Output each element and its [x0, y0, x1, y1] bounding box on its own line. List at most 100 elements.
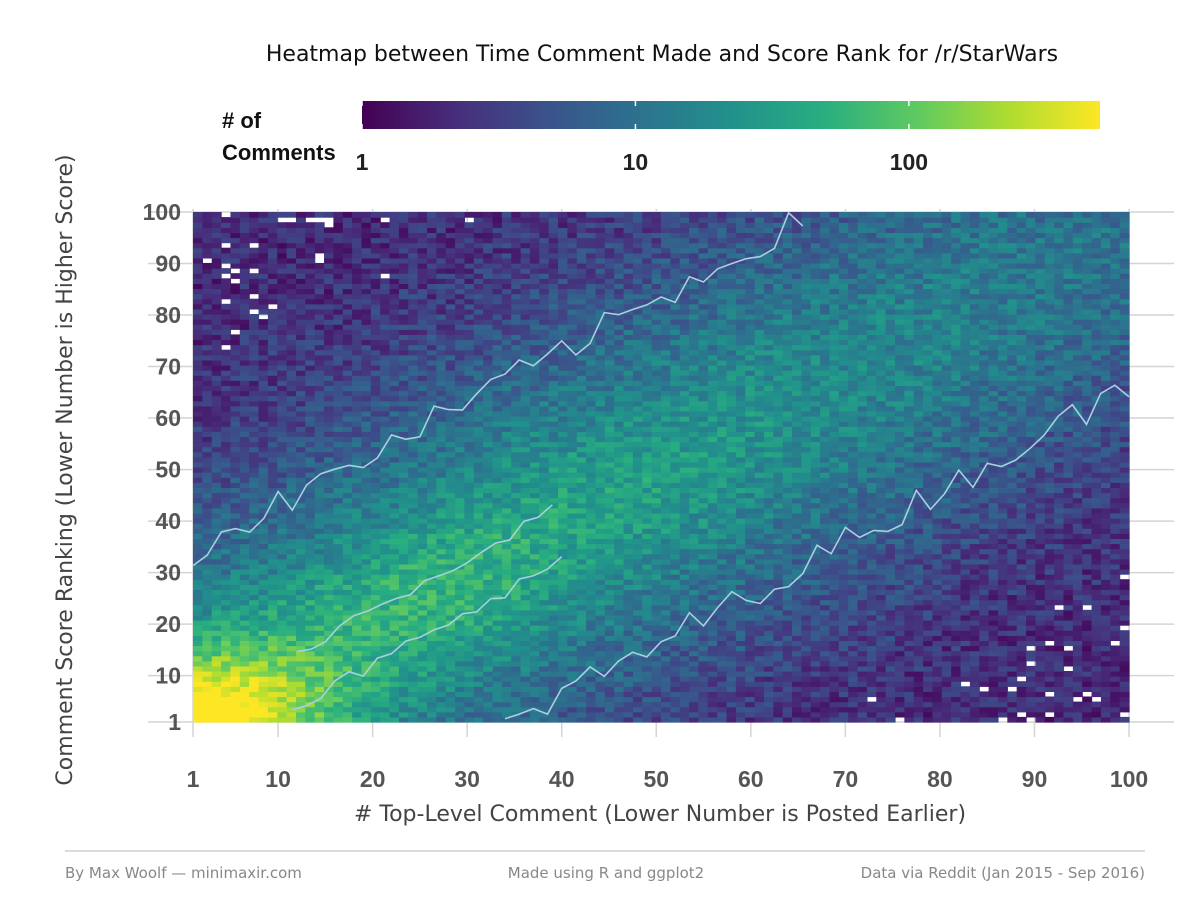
heatmap-cell	[249, 630, 260, 636]
heatmap-cell	[651, 298, 662, 305]
heatmap-cell	[576, 288, 587, 295]
heatmap-cell	[455, 222, 466, 228]
heatmap-cell	[604, 410, 615, 417]
heatmap-cell	[501, 660, 512, 667]
heatmap-cell	[286, 681, 297, 687]
heatmap-cell	[548, 548, 559, 555]
heatmap-cell	[417, 441, 428, 448]
heatmap-cell	[632, 645, 643, 652]
heatmap-cell	[529, 604, 540, 611]
heatmap-cell	[370, 390, 381, 397]
heatmap-cell	[389, 237, 400, 244]
heatmap-cell	[558, 227, 568, 233]
heatmap-cell	[258, 563, 269, 570]
heatmap-cell	[548, 625, 559, 631]
heatmap-cell	[202, 579, 213, 585]
heatmap-cell	[361, 324, 372, 330]
heatmap-cell	[464, 467, 475, 473]
heatmap-cell	[558, 344, 568, 351]
heatmap-cell	[548, 288, 559, 295]
heatmap-cell	[249, 426, 260, 432]
heatmap-cell	[324, 247, 334, 254]
heatmap-cell	[586, 467, 597, 473]
heatmap-cell	[221, 599, 232, 606]
heatmap-cell	[193, 451, 203, 458]
heatmap-cell	[473, 410, 484, 417]
heatmap-cell	[427, 278, 437, 284]
heatmap-cell	[539, 232, 550, 239]
heatmap-cell	[202, 543, 213, 550]
heatmap-cell	[445, 676, 456, 682]
heatmap-cell	[604, 314, 615, 320]
heatmap-cell	[436, 451, 447, 458]
heatmap-cell	[352, 212, 363, 218]
heatmap-cell	[417, 604, 428, 611]
heatmap-cell	[623, 400, 634, 407]
heatmap-cell	[239, 512, 250, 519]
heatmap-cell	[455, 711, 466, 718]
heatmap-cell	[267, 257, 278, 264]
heatmap-cell	[492, 528, 503, 534]
heatmap-cell	[595, 446, 606, 453]
heatmap-cell	[623, 497, 634, 504]
heatmap-cell	[277, 507, 288, 514]
heatmap-cell	[380, 395, 391, 402]
heatmap-cell	[202, 370, 213, 376]
heatmap-cell	[548, 385, 559, 392]
heatmap-cell	[286, 334, 297, 341]
heatmap-cell	[398, 344, 409, 351]
heatmap-cell	[501, 303, 512, 310]
heatmap-cell	[211, 263, 222, 269]
heatmap-cell	[389, 349, 400, 356]
heatmap-cell	[333, 456, 344, 463]
heatmap-cell	[352, 242, 363, 249]
heatmap-cell	[520, 548, 531, 555]
heatmap-cell	[576, 451, 587, 458]
heatmap-cell	[277, 232, 288, 239]
heatmap-cell	[492, 365, 503, 371]
heatmap-cell	[520, 701, 531, 708]
heatmap-cell	[623, 446, 634, 453]
heatmap-cell	[221, 487, 232, 494]
heatmap-cell	[455, 365, 466, 371]
heatmap-cell	[614, 589, 625, 596]
heatmap-cell	[211, 436, 222, 443]
heatmap-cell	[492, 507, 503, 514]
heatmap-cell	[595, 507, 606, 514]
heatmap-cell	[370, 242, 381, 249]
heatmap-cell	[324, 426, 334, 432]
heatmap-cell	[501, 676, 512, 682]
heatmap-cell	[352, 523, 363, 529]
heatmap-cell	[239, 222, 250, 228]
heatmap-cell	[427, 242, 437, 249]
heatmap-cell	[642, 303, 653, 310]
heatmap-cell	[230, 716, 241, 723]
heatmap-cell	[595, 217, 606, 223]
heatmap-cell	[267, 630, 278, 636]
heatmap-cell	[548, 512, 559, 519]
heatmap-cell	[333, 308, 344, 315]
heatmap-cell	[520, 405, 531, 412]
heatmap-cell	[511, 380, 522, 386]
heatmap-cell	[342, 212, 353, 218]
heatmap-cell	[548, 314, 559, 320]
heatmap-cell	[211, 456, 222, 463]
heatmap-cell	[389, 416, 400, 422]
heatmap-cell	[221, 365, 232, 371]
heatmap-cell	[492, 359, 503, 366]
heatmap-cell	[352, 635, 363, 641]
heatmap-cell	[230, 620, 241, 626]
heatmap-cell	[324, 278, 334, 284]
heatmap-cell	[623, 548, 634, 555]
heatmap-cell	[642, 716, 653, 723]
heatmap-cell	[230, 665, 241, 672]
heatmap-cell	[342, 502, 353, 509]
heatmap-cell	[267, 380, 278, 386]
heatmap-cell	[211, 472, 222, 478]
heatmap-cell	[380, 630, 391, 636]
heatmap-cell	[455, 257, 466, 264]
heatmap-cell	[539, 543, 550, 550]
heatmap-cell	[464, 375, 475, 381]
heatmap-cell	[211, 308, 222, 315]
heatmap-cell	[436, 334, 447, 341]
